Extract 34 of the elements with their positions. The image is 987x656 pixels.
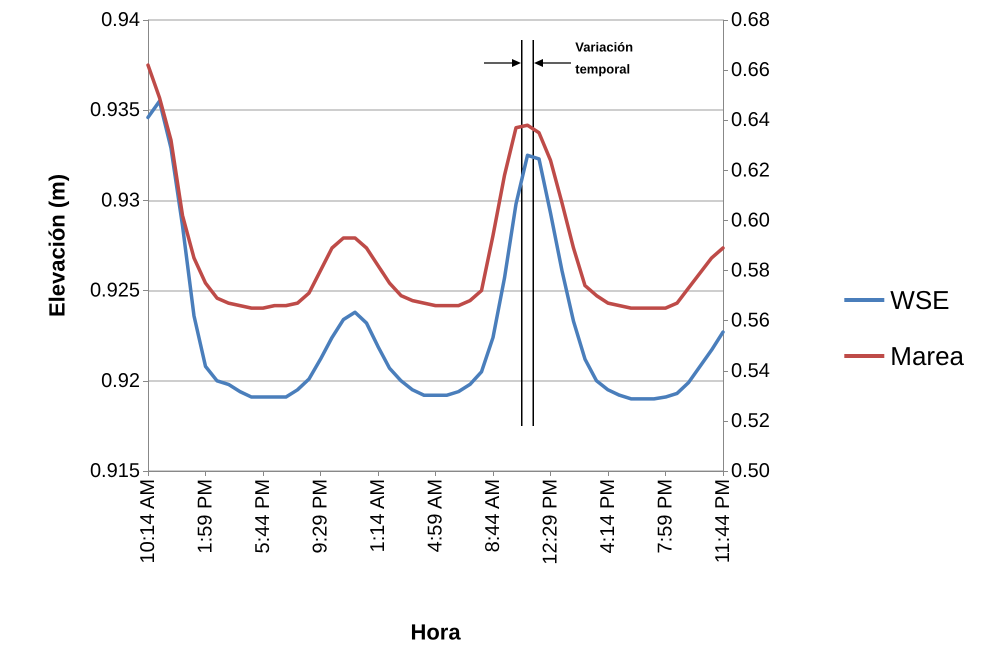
y2-tick-label: 0.50: [731, 460, 770, 482]
y2-tick-label: 0.62: [731, 159, 770, 182]
y-tick-label: 0.935: [90, 99, 140, 122]
y2-tick-label: 0.64: [731, 109, 770, 132]
x-tick-label: 12:29 PM: [540, 479, 562, 565]
x-tick-label: 11:44 PM: [712, 479, 734, 564]
x-tick-label: 4:59 AM: [424, 479, 446, 552]
line-series: [146, 63, 725, 310]
y2-tick-label: 0.52: [731, 410, 770, 432]
x-tick-label: 1:59 PM: [194, 479, 216, 554]
y2-tick-label: 0.66: [731, 59, 770, 82]
y2-tick-label: 0.56: [731, 310, 770, 332]
y-tick-label: 0.925: [90, 280, 140, 302]
x-axis-title: Hora: [410, 620, 462, 644]
x-tick-label: 5:44 PM: [252, 479, 274, 554]
x-tick-label: 9:29 PM: [310, 479, 332, 554]
y2-tick-label: 0.58: [731, 260, 770, 282]
x-tick-label: 4:14 PM: [597, 479, 619, 554]
y-tick-label: 0.915: [90, 460, 140, 482]
y-tick-label: 0.92: [101, 370, 140, 392]
y2-tick-label: 0.54: [731, 360, 770, 382]
legend-label: WSE: [890, 285, 950, 315]
annotation: Variación temporal: [575, 40, 637, 76]
x-tick-label: 7:59 PM: [654, 479, 676, 554]
legend-label: Marea: [890, 341, 965, 371]
y-axis-title: Elevación (m): [44, 174, 70, 318]
x-tick-label: 10:14 AM: [137, 479, 159, 564]
y2-tick-label: 0.68: [731, 9, 770, 31]
y2-tick-label: 0.60: [731, 209, 770, 232]
x-tick-label: 8:44 AM: [482, 479, 504, 552]
x-tick-label: 1:14 AM: [367, 479, 389, 552]
y-tick-label: 0.93: [101, 189, 140, 212]
line-series: [146, 99, 725, 401]
y-tick-label: 0.94: [101, 9, 140, 31]
